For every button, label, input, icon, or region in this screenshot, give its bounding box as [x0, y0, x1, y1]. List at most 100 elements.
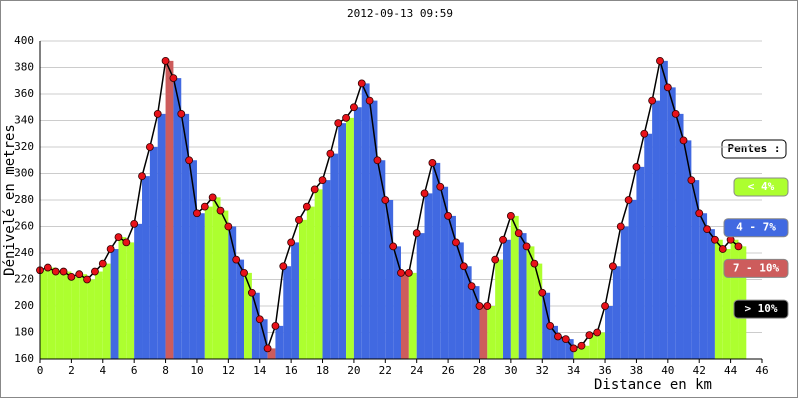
profile-point: [711, 235, 719, 244]
x-tick-label: 20: [347, 364, 360, 377]
slope-stripe: [652, 100, 660, 359]
profile-point: [593, 328, 602, 337]
y-tick-label: 260: [14, 220, 34, 233]
slope-stripe: [557, 336, 566, 359]
profile-point: [608, 262, 617, 271]
slope-stripe: [291, 242, 299, 359]
profile-point: [373, 156, 382, 165]
x-tick-label: 6: [131, 364, 138, 377]
slope-stripe: [518, 233, 527, 359]
slope-stripe: [228, 226, 237, 359]
slope-stripe: [102, 263, 111, 359]
x-tick-label: 22: [379, 364, 392, 377]
slope-stripe: [691, 180, 700, 359]
legend-title-box: [721, 139, 787, 159]
slope-stripe: [353, 107, 362, 359]
slope-stripe: [338, 123, 347, 360]
profile-point: [263, 344, 272, 353]
y-tick-label: 400: [14, 34, 34, 47]
slope-stripe: [581, 345, 590, 359]
slope-stripe: [401, 272, 409, 359]
slope-stripe: [220, 210, 229, 359]
y-tick-label: 300: [14, 167, 34, 180]
profile-point: [177, 109, 186, 118]
slope-stripe: [432, 162, 441, 359]
slope-stripe: [526, 246, 535, 359]
profile-point: [161, 56, 170, 65]
profile-point: [350, 103, 358, 112]
profile-point: [624, 196, 633, 204]
slope-stripe: [636, 166, 645, 359]
profile-point: [459, 262, 468, 271]
slope-stripe: [424, 193, 433, 359]
x-tick-label: 34: [567, 364, 581, 377]
profile-point: [247, 288, 256, 297]
profile-point: [601, 302, 609, 310]
slope-stripe: [369, 100, 378, 359]
profile-point: [663, 83, 672, 92]
slope-stripe: [251, 292, 260, 359]
x-tick-label: 42: [693, 364, 706, 377]
y-tick-label: 220: [14, 273, 34, 286]
slope-stripe: [620, 226, 629, 359]
profile-point: [506, 211, 515, 220]
slope-stripe: [463, 266, 472, 359]
profile-point: [554, 332, 562, 341]
profile-point: [98, 259, 107, 268]
profile-point: [130, 219, 139, 228]
profile-point: [334, 119, 343, 128]
slope-stripe: [683, 140, 692, 359]
x-tick-label: 44: [724, 364, 738, 377]
x-tick-label: 14: [253, 364, 267, 377]
y-tick-label: 360: [14, 87, 34, 100]
slope-stripe: [408, 272, 417, 359]
profile-point: [632, 162, 641, 171]
slope-stripe: [181, 113, 190, 359]
profile-point: [452, 238, 460, 247]
profile-point: [185, 156, 194, 165]
legend-label: > 10%: [744, 302, 777, 315]
x-tick-label: 46: [755, 364, 768, 377]
profile-point: [145, 143, 154, 151]
x-tick-label: 16: [285, 364, 298, 377]
slope-stripe: [40, 270, 48, 359]
y-tick-label: 240: [14, 246, 34, 259]
profile-point: [436, 182, 445, 191]
x-tick-label: 26: [441, 364, 454, 377]
profile-point: [122, 238, 131, 247]
profile-point: [671, 109, 680, 118]
profile-point: [546, 321, 555, 330]
profile-point: [656, 56, 664, 65]
slope-stripe: [110, 249, 119, 359]
slope-stripe: [173, 78, 182, 359]
y-tick-label: 280: [14, 193, 34, 206]
slope-stripe: [377, 160, 386, 359]
profile-point: [404, 268, 413, 277]
slope-stripe: [722, 249, 731, 359]
slope-stripe: [275, 325, 284, 359]
profile-point: [200, 202, 209, 211]
profile-point: [43, 263, 52, 272]
slope-stripe: [565, 339, 574, 359]
profile-point: [585, 331, 594, 340]
x-axis-label: Distance en km: [594, 377, 712, 393]
profile-point: [365, 96, 374, 105]
profile-point: [577, 341, 586, 350]
slope-stripe: [94, 271, 103, 359]
x-tick-label: 8: [162, 364, 169, 377]
slope-stripe: [118, 237, 127, 359]
slope-stripe: [204, 206, 213, 359]
profile-point: [514, 229, 523, 238]
slope-stripe: [612, 266, 621, 359]
legend-title: Pentes :: [728, 142, 781, 155]
y-tick-label: 340: [14, 114, 34, 127]
x-tick-label: 38: [630, 364, 643, 377]
profile-point: [420, 189, 429, 198]
profile-point: [83, 275, 91, 284]
y-tick-label: 380: [14, 61, 34, 74]
slope-stripe: [510, 215, 519, 359]
profile-point: [444, 211, 452, 220]
slope-stripe: [416, 233, 425, 359]
slope-stripe: [448, 215, 456, 359]
